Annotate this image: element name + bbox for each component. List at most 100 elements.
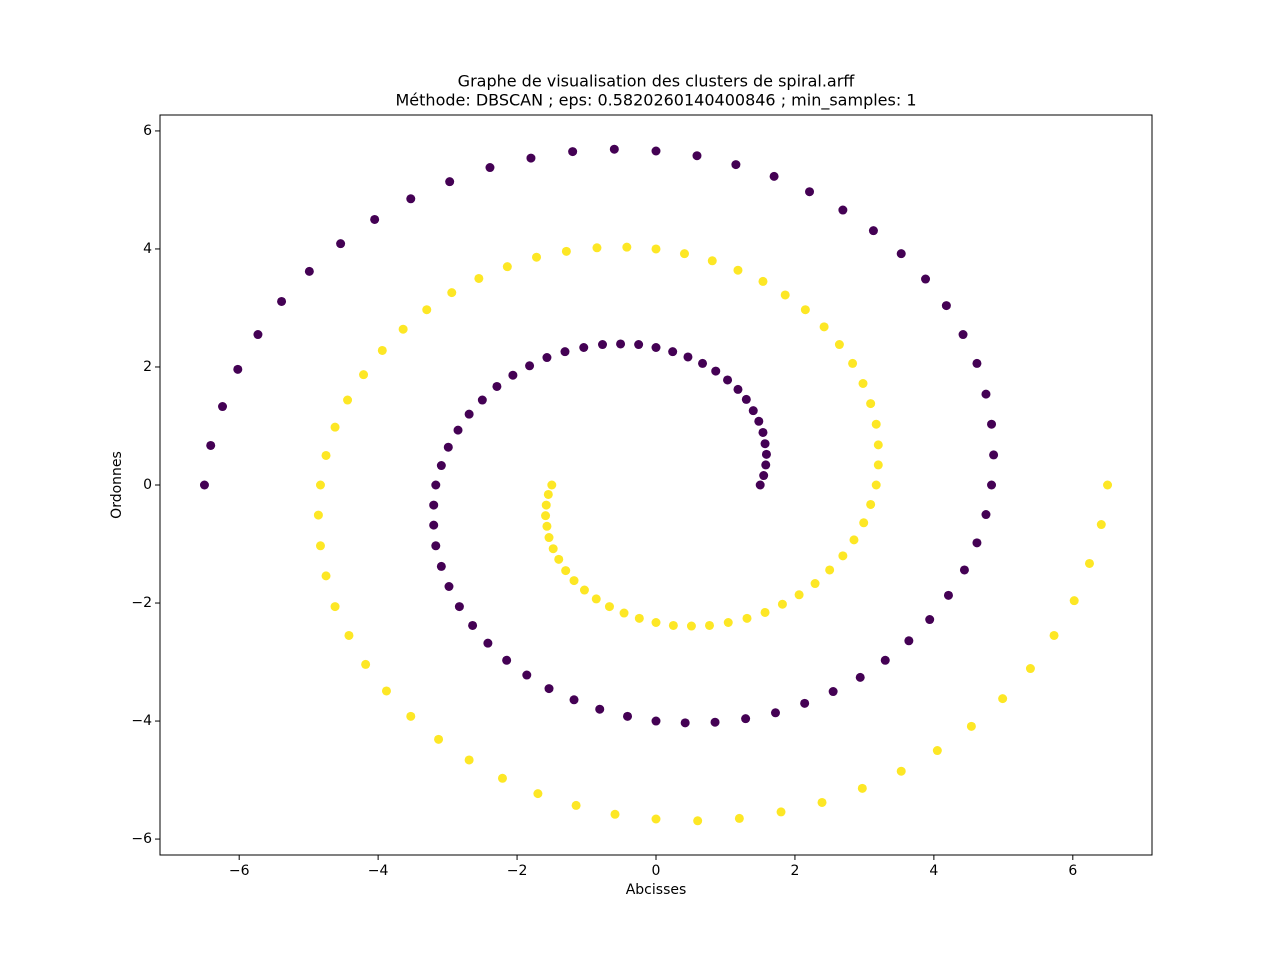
scatter-point — [742, 613, 752, 623]
x-tick-label: −2 — [507, 863, 528, 879]
scatter-point — [651, 814, 661, 824]
scatter-point — [634, 613, 644, 623]
scatter-point — [651, 244, 661, 254]
scatter-point — [896, 766, 906, 776]
scatter-point — [866, 399, 876, 409]
y-tick-label: −2 — [131, 595, 152, 611]
y-tick-label: −6 — [131, 831, 152, 847]
scatter-point — [981, 389, 991, 399]
scatter-point — [444, 581, 454, 591]
scatter-point — [542, 353, 552, 363]
scatter-point — [429, 500, 439, 510]
y-tick-label: 4 — [143, 241, 152, 257]
scatter-point — [434, 734, 444, 744]
scatter-point — [561, 246, 571, 256]
scatter-point — [542, 521, 552, 531]
scatter-point — [464, 409, 474, 419]
x-tick-label: 4 — [929, 863, 938, 879]
scatter-point — [1049, 630, 1059, 640]
scatter-point — [206, 440, 216, 450]
scatter-point — [849, 535, 859, 545]
scatter-point — [966, 721, 976, 731]
scatter-point — [805, 187, 815, 197]
scatter-point — [464, 755, 474, 765]
y-axis-label: Ordonnes — [109, 451, 125, 519]
scatter-point — [741, 714, 751, 724]
scatter-point — [692, 151, 702, 161]
scatter-point — [483, 638, 493, 648]
scatter-point — [344, 630, 354, 640]
scatter-point — [723, 617, 733, 627]
scatter-point — [857, 783, 867, 793]
x-tick-label: 2 — [790, 863, 799, 879]
scatter-point — [406, 194, 416, 204]
scatter-point — [873, 440, 883, 450]
scatter-point — [381, 686, 391, 696]
scatter-point — [233, 364, 243, 374]
scatter-point — [668, 620, 678, 630]
scatter-point — [598, 340, 608, 350]
scatter-point — [707, 256, 717, 266]
scatter-point — [693, 816, 703, 826]
scatter-point — [741, 394, 751, 404]
scatter-point — [733, 384, 743, 394]
scatter-point — [623, 711, 633, 721]
scatter-point — [959, 565, 969, 575]
scatter-point — [525, 361, 535, 371]
scatter-point — [698, 358, 708, 368]
scatter-point — [579, 343, 589, 353]
scatter-point — [880, 655, 890, 665]
x-tick-label: −4 — [368, 863, 389, 879]
scatter-point — [502, 655, 512, 665]
scatter-point — [568, 147, 578, 157]
scatter-point — [315, 541, 325, 551]
scatter-point — [370, 214, 380, 224]
scatter-point — [679, 249, 689, 259]
chart-subtitle: Méthode: DBSCAN ; eps: 0.582026014040084… — [396, 91, 917, 111]
scatter-point — [361, 659, 371, 669]
scatter-point — [734, 813, 744, 823]
scatter-point — [651, 146, 661, 156]
axes-frame — [159, 114, 1153, 856]
scatter-point — [932, 746, 942, 756]
scatter-point — [377, 345, 387, 355]
scatter-point — [1084, 558, 1094, 568]
scatter-point — [855, 672, 865, 682]
scatter-point — [760, 607, 770, 617]
scatter-point — [313, 510, 323, 520]
scatter-point — [859, 518, 869, 528]
scatter-point — [445, 177, 455, 187]
scatter-point — [561, 566, 571, 576]
x-tick-label: 0 — [652, 863, 661, 879]
y-tick-label: −4 — [131, 713, 152, 729]
scatter-point — [704, 620, 714, 630]
scatter-point — [477, 395, 487, 405]
scatter-point — [547, 480, 557, 490]
scatter-point — [943, 590, 953, 600]
scatter-point — [760, 439, 770, 449]
scatter-point — [733, 265, 743, 275]
scatter-point — [571, 800, 581, 810]
scatter-point — [1096, 520, 1106, 530]
scatter-point — [277, 296, 287, 306]
scatter-point — [579, 585, 589, 595]
scatter-point — [544, 533, 554, 543]
scatter-point — [941, 301, 951, 311]
scatter-point — [619, 608, 629, 618]
scatter-point — [871, 480, 881, 490]
scatter-point — [761, 460, 771, 470]
scatter-point — [497, 773, 507, 783]
scatter-point — [447, 288, 457, 298]
scatter-point — [548, 544, 558, 554]
scatter-point — [711, 366, 721, 376]
scatter-point — [591, 594, 601, 604]
scatter-point — [485, 163, 495, 173]
scatter-point — [604, 602, 614, 612]
scatter-point — [330, 422, 340, 432]
scatter-point — [723, 375, 733, 385]
scatter-point — [998, 694, 1008, 704]
scatter-point — [776, 807, 786, 817]
scatter-point — [610, 809, 620, 819]
scatter-point — [315, 480, 325, 490]
scatter-point — [492, 381, 502, 391]
